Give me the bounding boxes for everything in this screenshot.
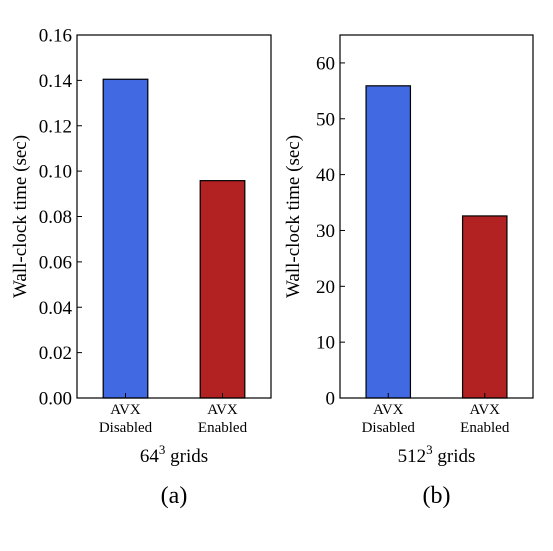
x-axis-label-suffix: grids	[165, 446, 208, 467]
y-tick-label: 50	[316, 109, 335, 130]
y-tick-label: 0.14	[39, 71, 73, 92]
x-axis-label-exponent: 3	[426, 442, 433, 457]
category-label: AVX	[110, 402, 141, 418]
y-tick-label: 0.02	[39, 343, 72, 364]
x-axis-label-exponent: 3	[159, 442, 166, 457]
bar-avx-disabled	[102, 78, 149, 399]
axes-frame	[76, 34, 272, 399]
y-tick-label: 30	[316, 221, 335, 242]
x-axis-label-base: 64	[140, 446, 160, 467]
y-tick-label: 40	[316, 165, 335, 186]
category-label: Enabled	[198, 420, 248, 436]
panel-a: AVX Disabled AVX Enabled 0.00 0.02 0.04 0.06 0.0…	[10, 26, 272, 509]
category-label: Disabled	[362, 420, 416, 436]
category-label: AVX	[373, 402, 404, 418]
category-label: Disabled	[99, 420, 153, 436]
category-label: AVX	[469, 402, 500, 418]
y-tick-label: 0.00	[39, 389, 72, 410]
y-tick-label: 0	[326, 389, 336, 410]
panel-label: (b)	[423, 483, 451, 509]
panel-label: (a)	[161, 483, 188, 509]
y-tick-label: 0.08	[39, 207, 72, 228]
y-axis-label: Wall-clock time (sec)	[10, 135, 31, 298]
x-axis-label: 5123 grids	[398, 442, 476, 467]
y-tick-label: 0.16	[39, 26, 72, 47]
category-label: Enabled	[460, 420, 510, 436]
y-tick-label: 20	[316, 277, 335, 298]
y-tick-label: 0.06	[39, 252, 72, 273]
bar-avx-enabled	[461, 215, 508, 399]
bar-avx-enabled	[199, 180, 246, 399]
x-axis-label-base: 512	[398, 446, 427, 467]
y-tick-label: 0.12	[39, 116, 72, 137]
axes-frame	[339, 34, 534, 399]
x-axis-label: 643 grids	[140, 442, 208, 467]
y-tick-label: 0.10	[39, 162, 72, 183]
y-tick-label: 60	[316, 53, 335, 74]
panel-b: AVX Disabled AVX Enabled 0 10 20 30 40 50 60 Wall-c…	[283, 34, 534, 509]
bar-avx-disabled	[365, 85, 412, 399]
category-label: AVX	[207, 402, 238, 418]
y-tick-label: 10	[316, 333, 335, 354]
x-axis-label-suffix: grids	[433, 446, 476, 467]
y-axis-label: Wall-clock time (sec)	[283, 135, 304, 298]
y-tick-label: 0.04	[39, 298, 73, 319]
